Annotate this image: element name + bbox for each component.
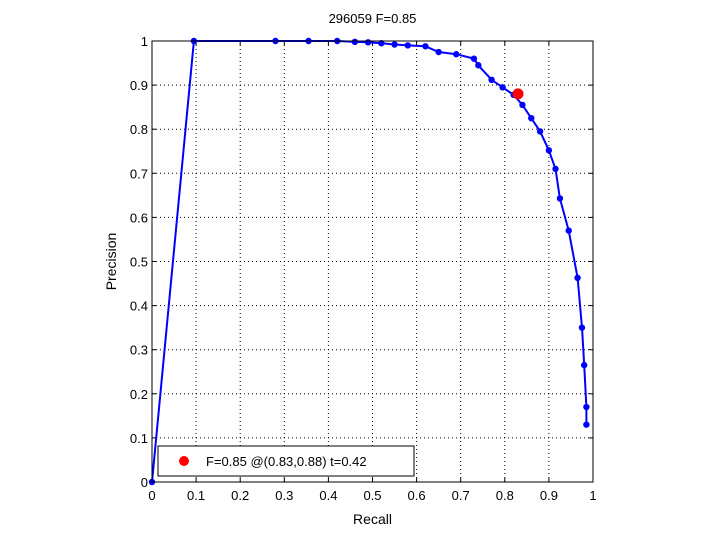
x-tick-label: 1	[589, 488, 596, 503]
axis-ticks: 0 0.1 0.2 0.3 0.4 0.5 0.6 0.7 0.8 0.9 1 0 0.1 0.2 0.3 0…	[130, 34, 597, 503]
data-point	[552, 165, 559, 173]
y-tick-label: 0.6	[130, 210, 148, 225]
x-tick-label: 0.4	[319, 488, 337, 503]
y-tick-label: 0.7	[130, 166, 148, 181]
y-axis-title: Precision	[103, 233, 119, 291]
data-point	[422, 43, 429, 50]
chart-title: 296059 F=0.85	[329, 11, 417, 26]
data-point	[574, 274, 581, 282]
x-tick-label: 0.3	[275, 488, 293, 503]
x-tick-label: 0.9	[540, 488, 558, 503]
legend-box	[157, 445, 415, 477]
data-point	[488, 76, 495, 84]
x-tick-label: 0.2	[231, 488, 249, 503]
data-point	[453, 51, 460, 58]
best-f-point	[512, 88, 524, 100]
data-point	[519, 101, 526, 109]
x-tick-label: 0.7	[452, 488, 470, 503]
y-tick-label: 0.5	[130, 255, 148, 270]
data-point	[580, 361, 588, 369]
y-tick-label: 0.1	[130, 431, 148, 446]
data-point	[499, 84, 506, 91]
plot-frame	[151, 40, 594, 483]
data-point	[565, 227, 572, 234]
data-point	[583, 403, 590, 411]
y-tick-label: 0.4	[130, 299, 148, 314]
legend-entry-label: F=0.85 @(0.83,0.88) t=0.42	[206, 454, 367, 469]
y-tick-label: 0	[141, 475, 148, 490]
data-point	[391, 41, 398, 48]
legend-marker	[179, 456, 189, 466]
grid-lines	[152, 41, 593, 482]
y-tick-label: 1	[141, 34, 148, 49]
x-tick-label: 0.6	[408, 488, 426, 503]
data-point	[470, 55, 478, 62]
x-tick-label: 0.8	[496, 488, 514, 503]
legend: F=0.85 @(0.83,0.88) t=0.42	[157, 445, 415, 477]
x-axis-title: Recall	[353, 511, 392, 527]
data-point	[351, 38, 359, 46]
y-tick-label: 0.9	[130, 78, 148, 93]
data-point	[545, 147, 553, 154]
data-point	[475, 62, 482, 69]
y-tick-label: 0.8	[130, 122, 148, 137]
data-point	[378, 40, 385, 47]
data-point	[528, 114, 535, 122]
x-tick-label: 0.5	[363, 488, 381, 503]
data-point	[556, 195, 564, 202]
y-tick-label: 0.3	[130, 343, 148, 358]
data-point	[364, 39, 372, 46]
x-tick-label: 0.1	[187, 488, 205, 503]
data-point	[578, 324, 586, 331]
y-tick-label: 0.2	[130, 387, 148, 402]
data-point	[536, 128, 544, 135]
data-point	[404, 42, 411, 49]
data-point	[583, 421, 590, 428]
x-tick-label: 0	[148, 488, 155, 503]
series-layer	[148, 37, 590, 486]
data-point	[435, 48, 442, 56]
